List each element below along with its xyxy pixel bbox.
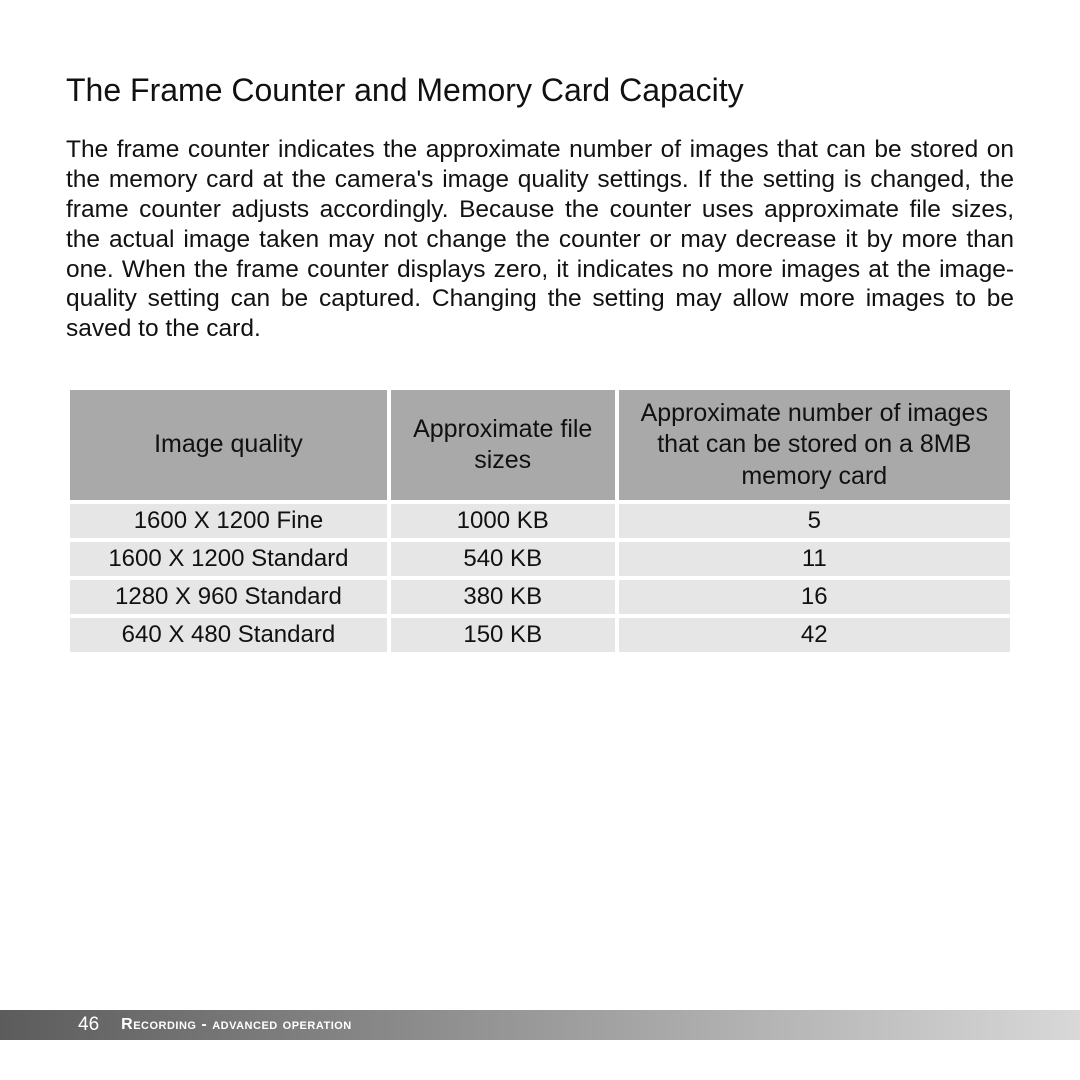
table-header-row: Image quality Approximate file sizes App… bbox=[70, 390, 1010, 500]
footer-section-first: Recording bbox=[121, 1016, 196, 1033]
col-file-sizes: Approximate file sizes bbox=[391, 390, 615, 500]
body-paragraph: The frame counter indicates the approxim… bbox=[66, 135, 1014, 344]
cell-quality: 1600 X 1200 Fine bbox=[70, 504, 387, 538]
cell-count: 5 bbox=[619, 504, 1010, 538]
table-row: 1280 X 960 Standard 380 KB 16 bbox=[70, 580, 1010, 614]
cell-size: 150 KB bbox=[391, 618, 615, 652]
capacity-table: Image quality Approximate file sizes App… bbox=[66, 386, 1014, 656]
cell-count: 42 bbox=[619, 618, 1010, 652]
footer-section-rest: - advanced operation bbox=[196, 1016, 351, 1033]
cell-count: 11 bbox=[619, 542, 1010, 576]
section-heading: The Frame Counter and Memory Card Capaci… bbox=[66, 72, 1014, 109]
cell-size: 1000 KB bbox=[391, 504, 615, 538]
document-page: The Frame Counter and Memory Card Capaci… bbox=[0, 0, 1080, 656]
cell-count: 16 bbox=[619, 580, 1010, 614]
cell-size: 380 KB bbox=[391, 580, 615, 614]
table-row: 1600 X 1200 Fine 1000 KB 5 bbox=[70, 504, 1010, 538]
col-image-count: Approximate number of images that can be… bbox=[619, 390, 1010, 500]
cell-size: 540 KB bbox=[391, 542, 615, 576]
table-row: 640 X 480 Standard 150 KB 42 bbox=[70, 618, 1010, 652]
page-number: 46 bbox=[78, 1014, 99, 1036]
cell-quality: 1600 X 1200 Standard bbox=[70, 542, 387, 576]
footer-section-label: Recording - advanced operation bbox=[121, 1016, 352, 1034]
col-image-quality: Image quality bbox=[70, 390, 387, 500]
cell-quality: 640 X 480 Standard bbox=[70, 618, 387, 652]
table-row: 1600 X 1200 Standard 540 KB 11 bbox=[70, 542, 1010, 576]
cell-quality: 1280 X 960 Standard bbox=[70, 580, 387, 614]
page-footer: 46 Recording - advanced operation bbox=[0, 1010, 1080, 1040]
